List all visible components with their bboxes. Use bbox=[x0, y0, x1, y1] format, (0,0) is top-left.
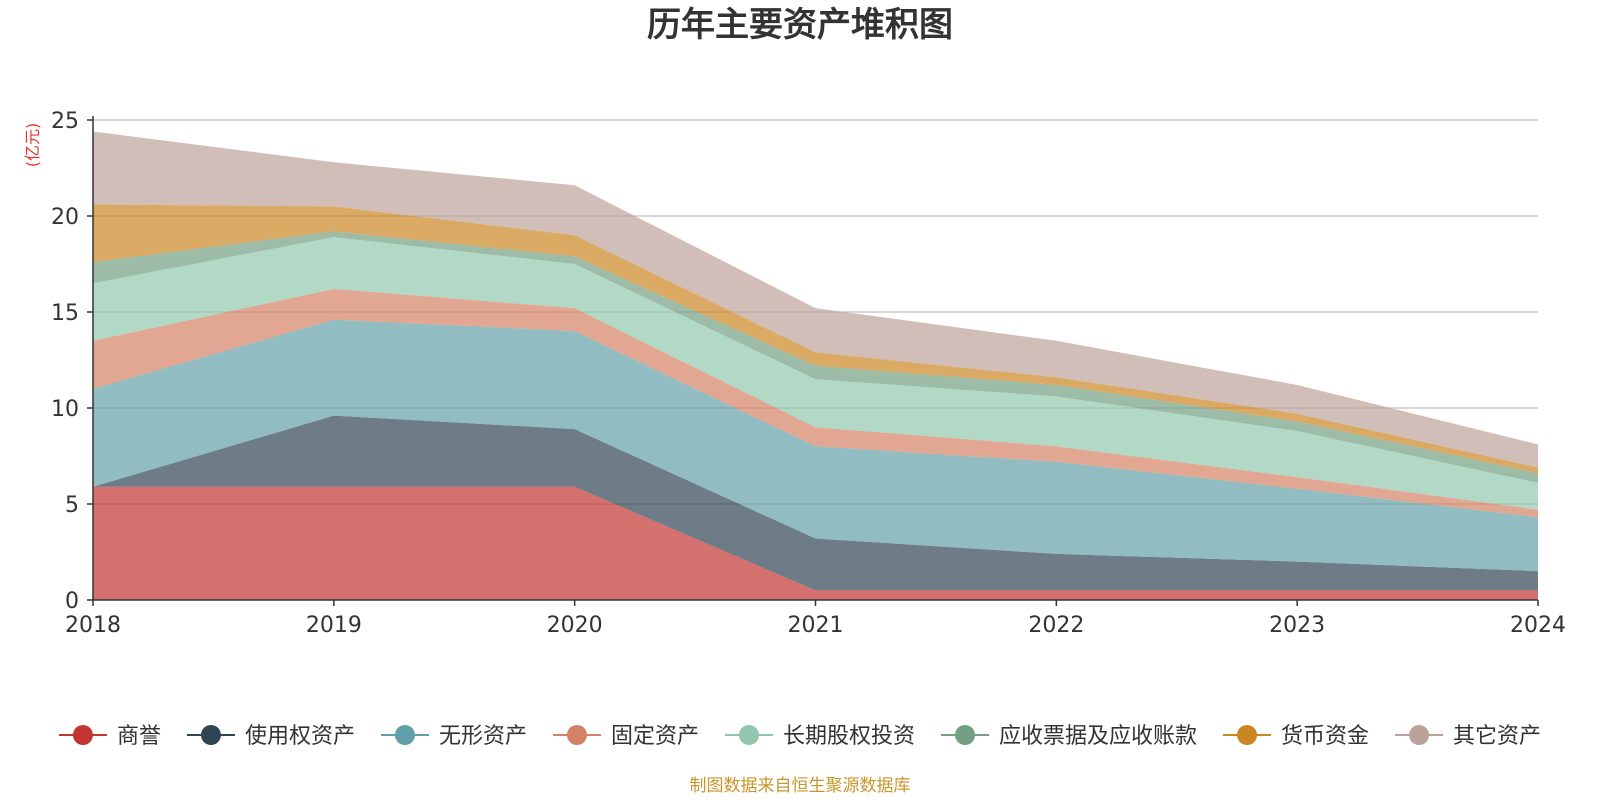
axes: 0 5 10 15 20 25 2018 2019 2020 2021 2022 2023 2024 bbox=[51, 109, 1566, 638]
x-tick-label: 2024 bbox=[1510, 613, 1566, 638]
legend-item-7[interactable]: 货币资金 bbox=[1223, 724, 1369, 749]
legend-label: 无形资产 bbox=[439, 724, 527, 749]
x-tick-label: 2023 bbox=[1269, 613, 1325, 638]
area-series-7 bbox=[93, 204, 1538, 474]
legend-marker bbox=[200, 725, 221, 745]
x-tick-label: 2022 bbox=[1028, 613, 1084, 638]
source-note: 制图数据来自恒生聚源数据库 bbox=[690, 776, 911, 796]
legend: 商誉 使用权资产 无形资产 固定资产 长期股权投资 应收票据及应收账款 货币资金 其它资产 bbox=[58, 724, 1541, 749]
legend-marker bbox=[394, 725, 415, 745]
legend-label: 其它资产 bbox=[1453, 724, 1541, 749]
y-axis-unit-label: (亿元) bbox=[23, 123, 42, 168]
legend-item-3[interactable]: 无形资产 bbox=[380, 724, 527, 749]
legend-label: 应收票据及应收账款 bbox=[999, 724, 1197, 749]
area-series-8 bbox=[93, 131, 1538, 468]
y-tick-label: 15 bbox=[51, 301, 79, 326]
legend-marker bbox=[1237, 725, 1258, 745]
x-tick-label: 2019 bbox=[306, 613, 362, 638]
legend-label: 长期股权投资 bbox=[783, 724, 915, 749]
x-tick-label: 2020 bbox=[547, 613, 603, 638]
legend-marker bbox=[566, 725, 587, 745]
legend-marker bbox=[72, 725, 93, 745]
y-tick-label: 25 bbox=[51, 109, 79, 134]
chart-title: 历年主要资产堆积图 bbox=[647, 5, 953, 45]
legend-label: 固定资产 bbox=[611, 724, 699, 749]
legend-item-1[interactable]: 商誉 bbox=[58, 724, 161, 749]
y-tick-label: 20 bbox=[51, 205, 79, 230]
area-series-2 bbox=[93, 415, 1538, 591]
legend-item-4[interactable]: 固定资产 bbox=[552, 724, 699, 749]
legend-marker bbox=[1409, 725, 1430, 745]
legend-label: 货币资金 bbox=[1281, 724, 1369, 749]
legend-label: 商誉 bbox=[117, 724, 161, 749]
legend-item-6[interactable]: 应收票据及应收账款 bbox=[941, 724, 1197, 749]
legend-item-5[interactable]: 长期股权投资 bbox=[725, 724, 915, 749]
y-tick-label: 10 bbox=[51, 397, 79, 422]
y-tick-label: 0 bbox=[65, 589, 79, 614]
legend-item-2[interactable]: 使用权资产 bbox=[186, 724, 355, 749]
x-tick-label: 2021 bbox=[788, 613, 844, 638]
legend-item-8[interactable]: 其它资产 bbox=[1395, 724, 1541, 749]
area-series-3 bbox=[93, 319, 1538, 572]
area-series-5 bbox=[93, 237, 1538, 510]
legend-marker bbox=[739, 725, 759, 745]
y-tick-label: 5 bbox=[65, 493, 79, 518]
area-series-1 bbox=[93, 486, 1538, 600]
legend-label: 使用权资产 bbox=[245, 724, 355, 749]
legend-marker bbox=[955, 725, 976, 745]
area-series-4 bbox=[93, 288, 1538, 518]
area-series bbox=[93, 131, 1538, 600]
x-tick-label: 2018 bbox=[65, 613, 121, 638]
